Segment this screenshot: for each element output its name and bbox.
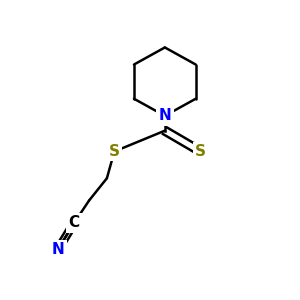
Text: N: N [52,242,64,257]
Text: S: S [195,144,206,159]
Text: S: S [109,144,120,159]
Text: N: N [158,108,171,123]
Text: C: C [69,215,80,230]
